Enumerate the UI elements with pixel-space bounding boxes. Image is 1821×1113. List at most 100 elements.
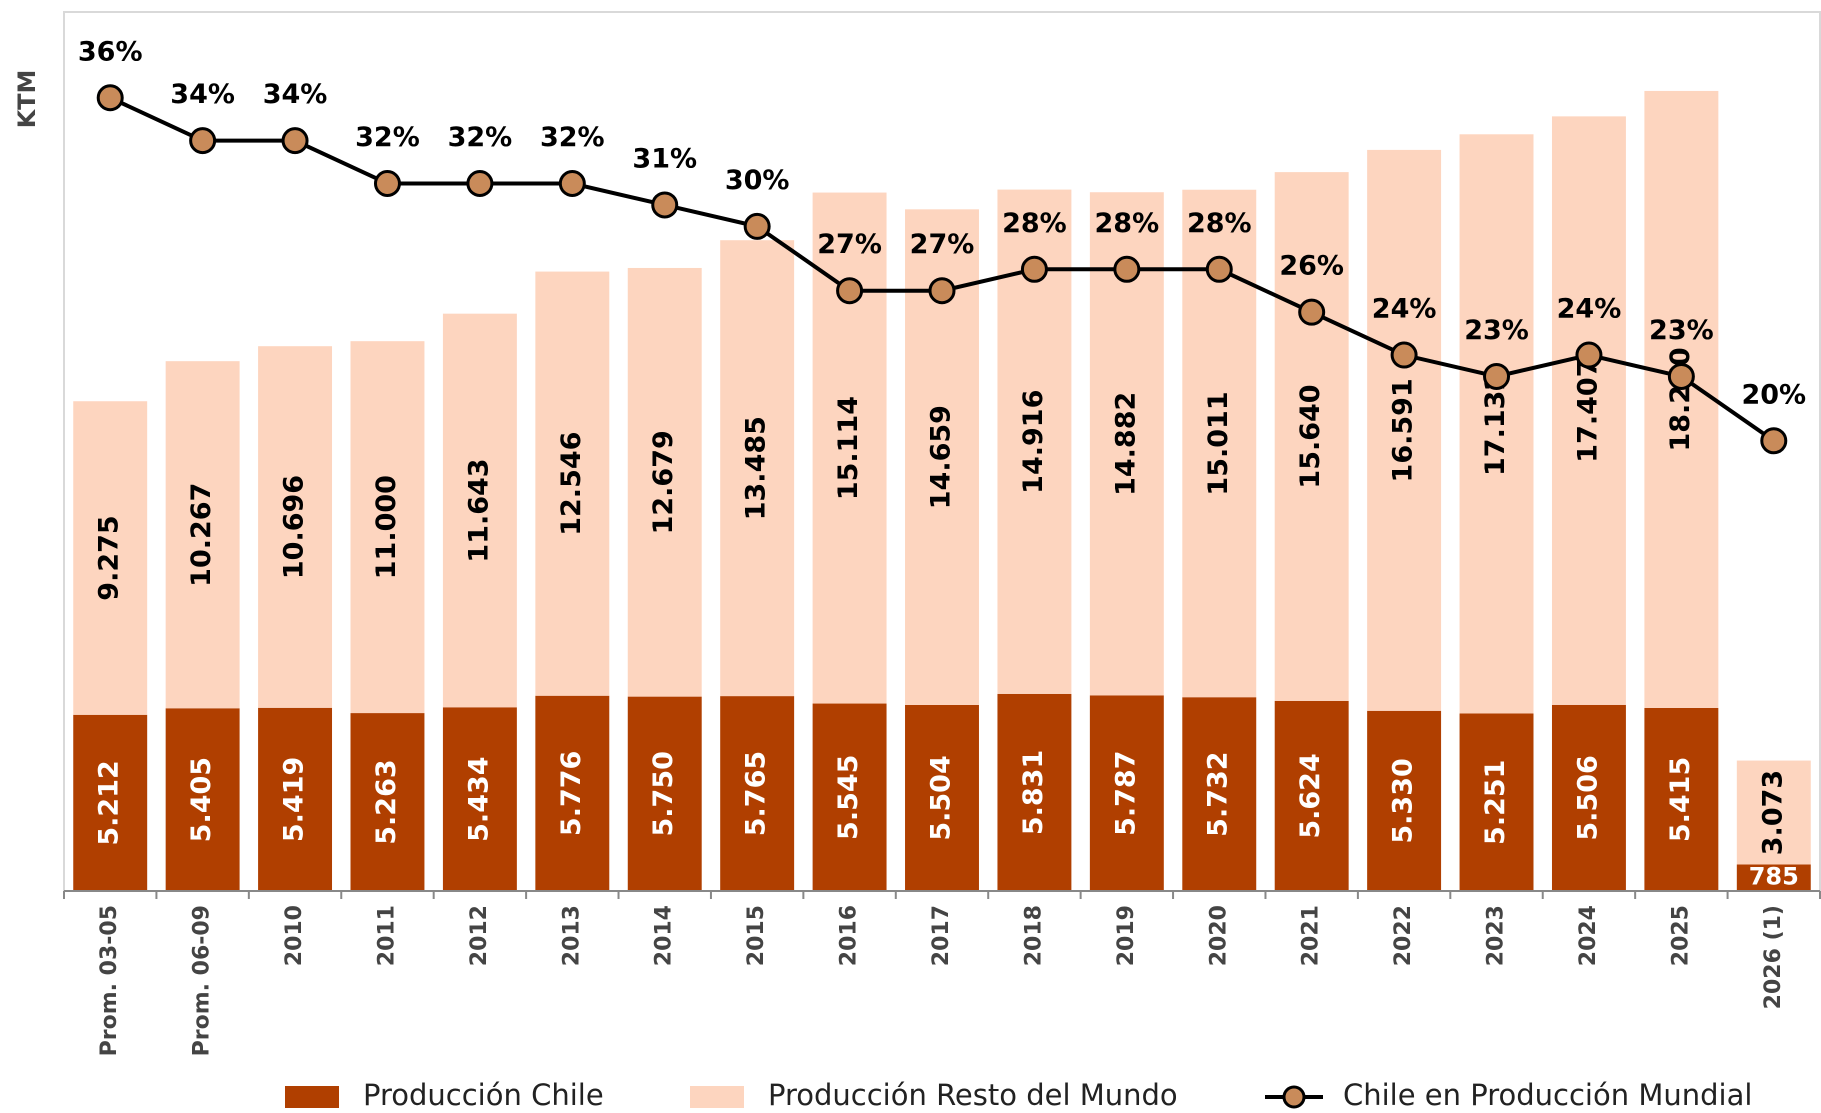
x-tick-label: 2014 — [652, 905, 677, 966]
legend-swatch — [285, 1086, 339, 1108]
bar-segment — [350, 341, 425, 714]
line-marker — [1760, 427, 1788, 455]
line-marker — [651, 191, 679, 219]
bar-segment — [442, 313, 517, 708]
line-value-label: 34% — [170, 79, 235, 110]
bar-segment — [1274, 172, 1349, 701]
bar-segment — [1644, 707, 1719, 891]
bar-segment — [627, 267, 702, 697]
x-tick-label: 2011 — [374, 905, 399, 966]
line-marker — [836, 277, 864, 305]
legend-swatch — [690, 1086, 744, 1108]
bar-value-label: 12.546 — [556, 432, 587, 536]
line-marker — [1483, 362, 1511, 390]
x-tick-label: 2023 — [1484, 905, 1509, 966]
bar-value-label: 11.000 — [371, 475, 402, 579]
bar-segment — [535, 695, 610, 891]
bar-segment — [1459, 134, 1534, 714]
bar-segment — [1089, 695, 1164, 891]
bar-segment — [812, 703, 887, 891]
bar-value-label: 14.882 — [1110, 392, 1141, 496]
x-tick-label: 2020 — [1206, 905, 1231, 966]
x-tick-label: 2013 — [559, 905, 584, 966]
bar-value-label: 5.545 — [833, 755, 864, 840]
bar-segment — [1367, 710, 1442, 891]
bar-value-label: 5.624 — [1295, 753, 1326, 838]
bar-value-label: 5.750 — [648, 751, 679, 836]
bar-value-label: 14.916 — [1018, 390, 1049, 494]
line-value-label: 23% — [1649, 315, 1714, 346]
bar-segment — [258, 707, 333, 891]
bar-segment — [627, 696, 702, 891]
bar-segment — [258, 346, 333, 708]
bar-value-label: 5.831 — [1018, 750, 1049, 835]
line-marker — [1667, 362, 1695, 390]
line-value-label: 27% — [817, 229, 882, 260]
bar-segment — [1551, 116, 1626, 705]
bar-value-label: 15.114 — [833, 396, 864, 500]
line-marker — [558, 170, 586, 198]
bar-value-label: 13.485 — [741, 416, 772, 520]
x-tick-label: 2022 — [1391, 905, 1416, 966]
bar-value-label: 5.251 — [1480, 760, 1511, 845]
line-value-label: 26% — [1279, 251, 1344, 282]
line-value-label: 28% — [1095, 208, 1160, 239]
line-marker — [373, 170, 401, 198]
bar-segment — [1274, 700, 1349, 891]
bar-segment — [720, 696, 795, 891]
line-value-label: 28% — [1002, 208, 1067, 239]
x-tick-label: 2012 — [467, 905, 492, 966]
line-value-label: 24% — [1557, 294, 1622, 325]
bar-value-label: 5.263 — [371, 759, 402, 844]
line-marker — [466, 170, 494, 198]
line-value-label: 30% — [725, 165, 790, 196]
x-tick-label: 2017 — [929, 905, 954, 966]
bar-value-label: 3.073 — [1757, 770, 1788, 855]
bar-value-label: 15.640 — [1295, 384, 1326, 488]
legend-marker — [1282, 1085, 1306, 1109]
bar-value-label: 5.776 — [556, 751, 587, 836]
y-axis-label: KTM — [13, 70, 41, 129]
x-tick-label: 2015 — [744, 905, 769, 966]
x-tick-label: Prom. 03-05 — [97, 905, 122, 1056]
bar-value-label: 17.407 — [1572, 359, 1603, 463]
bar-value-label: 785 — [1749, 863, 1799, 891]
bar-value-label: 5.787 — [1110, 750, 1141, 835]
line-value-label: 31% — [632, 143, 697, 174]
bar-segment — [905, 704, 979, 891]
bar-segment — [997, 693, 1072, 891]
line-marker — [1390, 341, 1418, 369]
line-marker — [928, 277, 956, 305]
bar-value-label: 18.250 — [1665, 347, 1696, 451]
x-tick-label: 2025 — [1668, 905, 1693, 966]
line-value-label: 32% — [448, 122, 513, 153]
line-marker — [189, 127, 217, 155]
bar-segment — [73, 401, 148, 715]
x-tick-label: 2016 — [837, 905, 862, 966]
bar-segment — [1459, 713, 1534, 891]
line-marker — [743, 212, 771, 240]
bar-segment — [535, 271, 610, 696]
bar-value-label: 5.419 — [279, 757, 310, 842]
bar-segment — [1551, 704, 1626, 891]
bar-value-label: 16.591 — [1388, 378, 1419, 482]
bar-value-label: 14.659 — [926, 405, 957, 509]
bar-segment — [720, 240, 795, 697]
bar-value-label: 10.696 — [279, 475, 310, 579]
bar-segment — [165, 708, 240, 891]
bar-segment — [1736, 864, 1811, 891]
bar-value-label: 5.405 — [186, 757, 217, 842]
x-tick-label: 2019 — [1114, 905, 1139, 966]
line-marker — [1575, 341, 1603, 369]
x-tick-label: 2018 — [1021, 905, 1046, 966]
x-tick-label: Prom. 06-09 — [190, 905, 215, 1056]
bar-segment — [1644, 90, 1719, 708]
line-value-label: 28% — [1187, 208, 1252, 239]
bar-value-label: 12.679 — [648, 430, 679, 534]
line-marker — [1020, 255, 1048, 283]
bar-value-label: 5.504 — [926, 755, 957, 840]
bar-value-label: 5.415 — [1665, 757, 1696, 842]
bar-segment — [442, 707, 517, 891]
line-value-label: 24% — [1372, 294, 1437, 325]
